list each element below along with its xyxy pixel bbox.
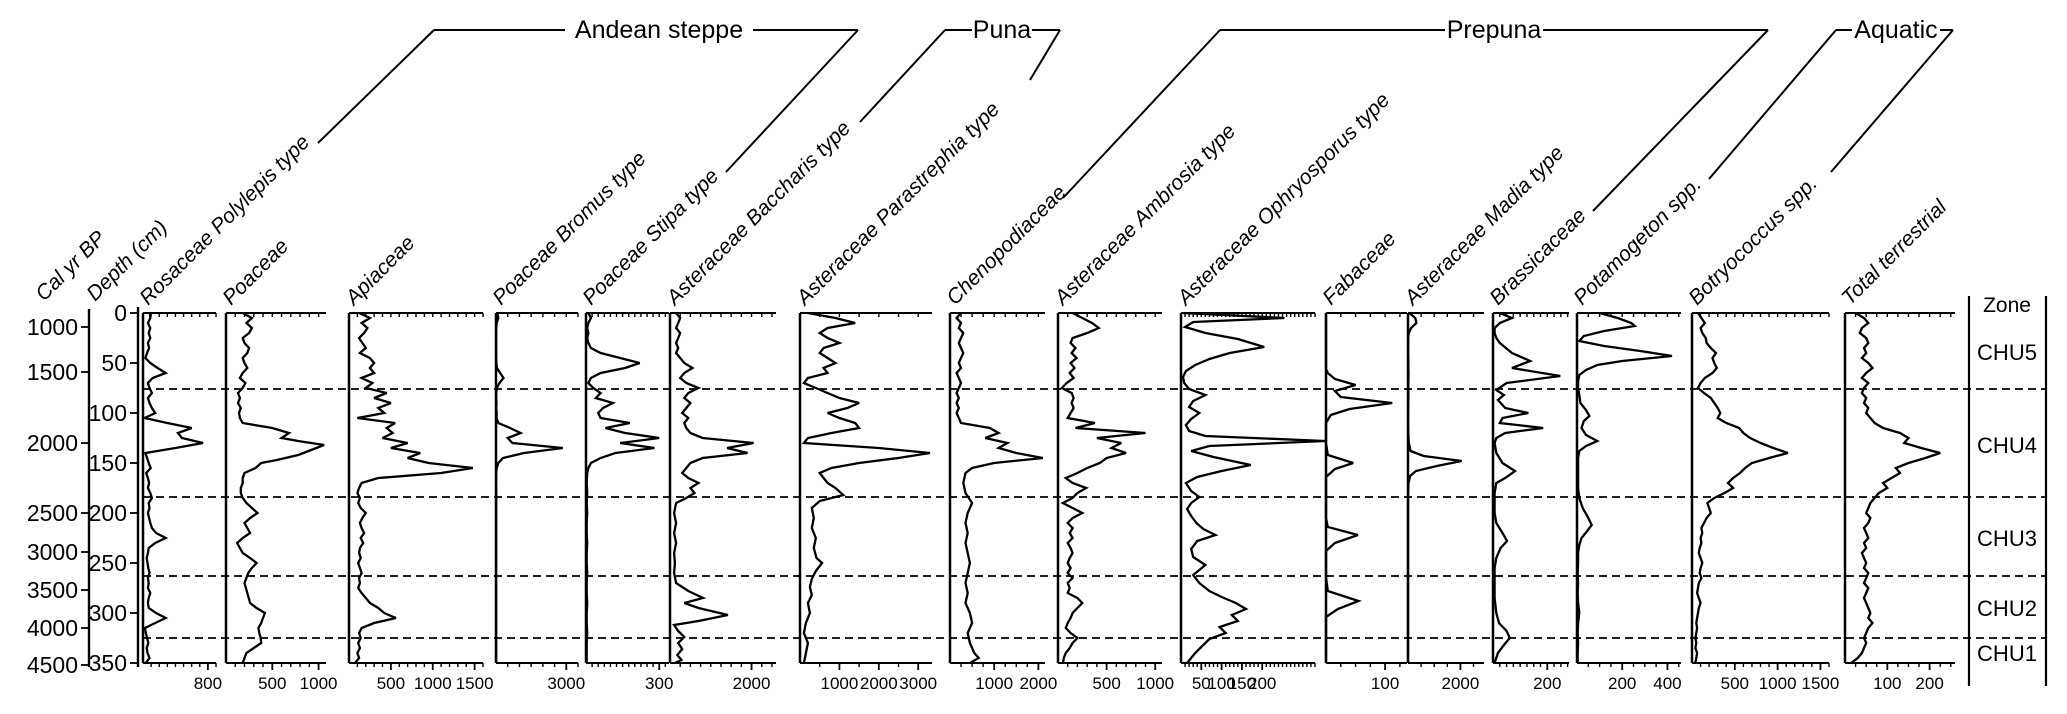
age-tick-label: 2500 [27, 500, 78, 526]
value-tick-label: 200 [1915, 674, 1943, 693]
value-tick-label: 200 [1248, 674, 1276, 693]
taxon-curve [1493, 311, 1561, 664]
zone-header: Zone [1983, 294, 2031, 317]
value-tick-label: 1500 [1802, 674, 1840, 693]
taxon-curve [801, 311, 931, 664]
zone-label: CHU3 [1977, 526, 2037, 551]
taxon-curve [494, 312, 563, 663]
group-bracket-line [1708, 29, 1837, 180]
taxon-curve [1576, 311, 1673, 663]
value-tick-label: 500 [258, 674, 286, 693]
value-tick-label: 1000 [1136, 674, 1174, 693]
taxon-curve [354, 311, 474, 664]
value-tick-label: 1000 [1759, 674, 1797, 693]
group-bracket-line [725, 29, 859, 173]
value-tick-label: 1500 [456, 674, 494, 693]
group-label: Andean steppe [575, 16, 743, 44]
depth-tick-label: 0 [114, 300, 127, 326]
taxon-curve [235, 311, 325, 664]
value-tick-label: 3000 [547, 674, 585, 693]
zone-label: CHU4 [1977, 433, 2037, 458]
value-tick-label: 1000 [820, 674, 858, 693]
group-label: Puna [973, 16, 1031, 44]
age-tick-label: 4500 [27, 652, 78, 678]
value-tick-label: 50 [1192, 674, 1211, 693]
value-tick-label: 1000 [975, 674, 1013, 693]
zone-label: CHU1 [1977, 641, 2037, 666]
taxon-curve [1406, 312, 1462, 663]
value-tick-label: 200 [1608, 674, 1636, 693]
taxon-curve [1850, 312, 1941, 664]
value-tick-label: 400 [1653, 674, 1681, 693]
zone-label: CHU5 [1977, 340, 2037, 365]
taxon-curve [1060, 311, 1146, 664]
age-tick-label: 3000 [27, 539, 78, 565]
taxon-curve [1324, 313, 1393, 663]
depth-tick-label: 50 [101, 350, 127, 376]
taxon-curve [955, 312, 1044, 664]
value-tick-label: 3000 [899, 674, 937, 693]
group-bracket-line [1830, 29, 1954, 173]
value-tick-label: 2000 [1441, 674, 1479, 693]
value-tick-label: 500 [377, 674, 405, 693]
taxon-curve [585, 312, 660, 663]
value-tick-label: 100 [1207, 674, 1235, 693]
group-bracket-line [859, 29, 946, 123]
depth-tick-label: 150 [89, 450, 127, 476]
taxon-curve [672, 312, 754, 665]
taxon-curve [1694, 312, 1789, 664]
value-tick-label: 800 [194, 674, 222, 693]
age-tick-label: 4000 [27, 615, 78, 641]
group-bracket-line [1029, 29, 1061, 81]
zone-label: CHU2 [1977, 596, 2037, 621]
value-tick-label: 500 [1721, 674, 1749, 693]
group-label: Aquatic [1854, 16, 1937, 44]
depth-tick-label: 200 [89, 500, 127, 526]
group-bracket-line [1062, 29, 1221, 199]
age-tick-label: 2000 [27, 430, 78, 456]
value-tick-label: 2000 [733, 674, 771, 693]
group-bracket-line [1592, 29, 1769, 212]
age-tick-label: 1500 [27, 359, 78, 385]
value-tick-label: 100 [1873, 674, 1901, 693]
depth-tick-label: 350 [89, 650, 127, 676]
value-tick-label: 500 [1092, 674, 1120, 693]
taxon-curve [143, 312, 204, 664]
value-tick-label: 300 [645, 674, 673, 693]
depth-tick-label: 100 [89, 400, 127, 426]
value-tick-label: 150 [1228, 674, 1256, 693]
value-tick-label: 2000 [860, 674, 898, 693]
value-tick-label: 100 [1371, 674, 1399, 693]
value-tick-label: 2000 [1019, 674, 1057, 693]
depth-tick-label: 250 [89, 550, 127, 576]
depth-tick-label: 300 [89, 600, 127, 626]
value-tick-label: 1000 [300, 674, 338, 693]
age-tick-label: 1000 [27, 314, 78, 340]
taxon-curve [1181, 311, 1326, 664]
value-tick-label: 200 [1533, 674, 1561, 693]
value-tick-label: 1000 [414, 674, 452, 693]
group-bracket-line [317, 29, 435, 144]
age-tick-label: 3500 [27, 577, 78, 603]
group-label: Prepuna [1447, 16, 1542, 44]
